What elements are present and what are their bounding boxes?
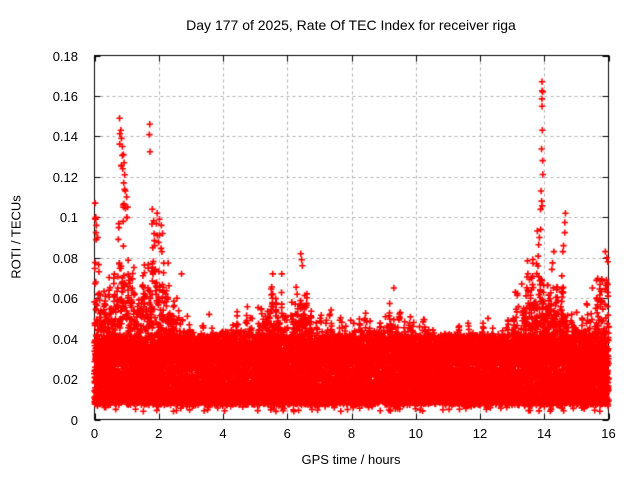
y-tick-label-0.06: 0.06: [52, 291, 78, 307]
x-tick-label-14: 14: [537, 426, 552, 441]
x-tick-label-8: 8: [347, 426, 356, 441]
x-tick-label-4: 4: [219, 426, 227, 441]
x-tick-label-12: 12: [472, 426, 488, 441]
x-tick-label-10: 10: [408, 426, 423, 441]
y-tick-label-0.18: 0.18: [52, 48, 78, 64]
y-tick-label-0.1: 0.1: [59, 210, 78, 226]
y-tick-label-0: 0: [70, 412, 78, 428]
chart-title: Day 177 of 2025, Rate Of TEC Index for r…: [186, 17, 516, 33]
x-tick-label-0: 0: [90, 426, 99, 441]
y-tick-label-0.08: 0.08: [52, 250, 78, 266]
y-tick-label-0.04: 0.04: [52, 331, 78, 347]
y-tick-label-0.16: 0.16: [52, 88, 78, 104]
x-tick-label-2: 2: [155, 426, 163, 441]
y-axis-label: ROTI / TECUs: [8, 195, 24, 279]
y-tick-label-0.12: 0.12: [52, 169, 78, 185]
y-tick-label-0.02: 0.02: [52, 372, 78, 388]
x-tick-label-6: 6: [283, 426, 291, 441]
x-axis-label: GPS time / hours: [301, 452, 401, 467]
y-tick-label-0.14: 0.14: [52, 129, 78, 145]
x-tick-label-16: 16: [601, 426, 616, 441]
